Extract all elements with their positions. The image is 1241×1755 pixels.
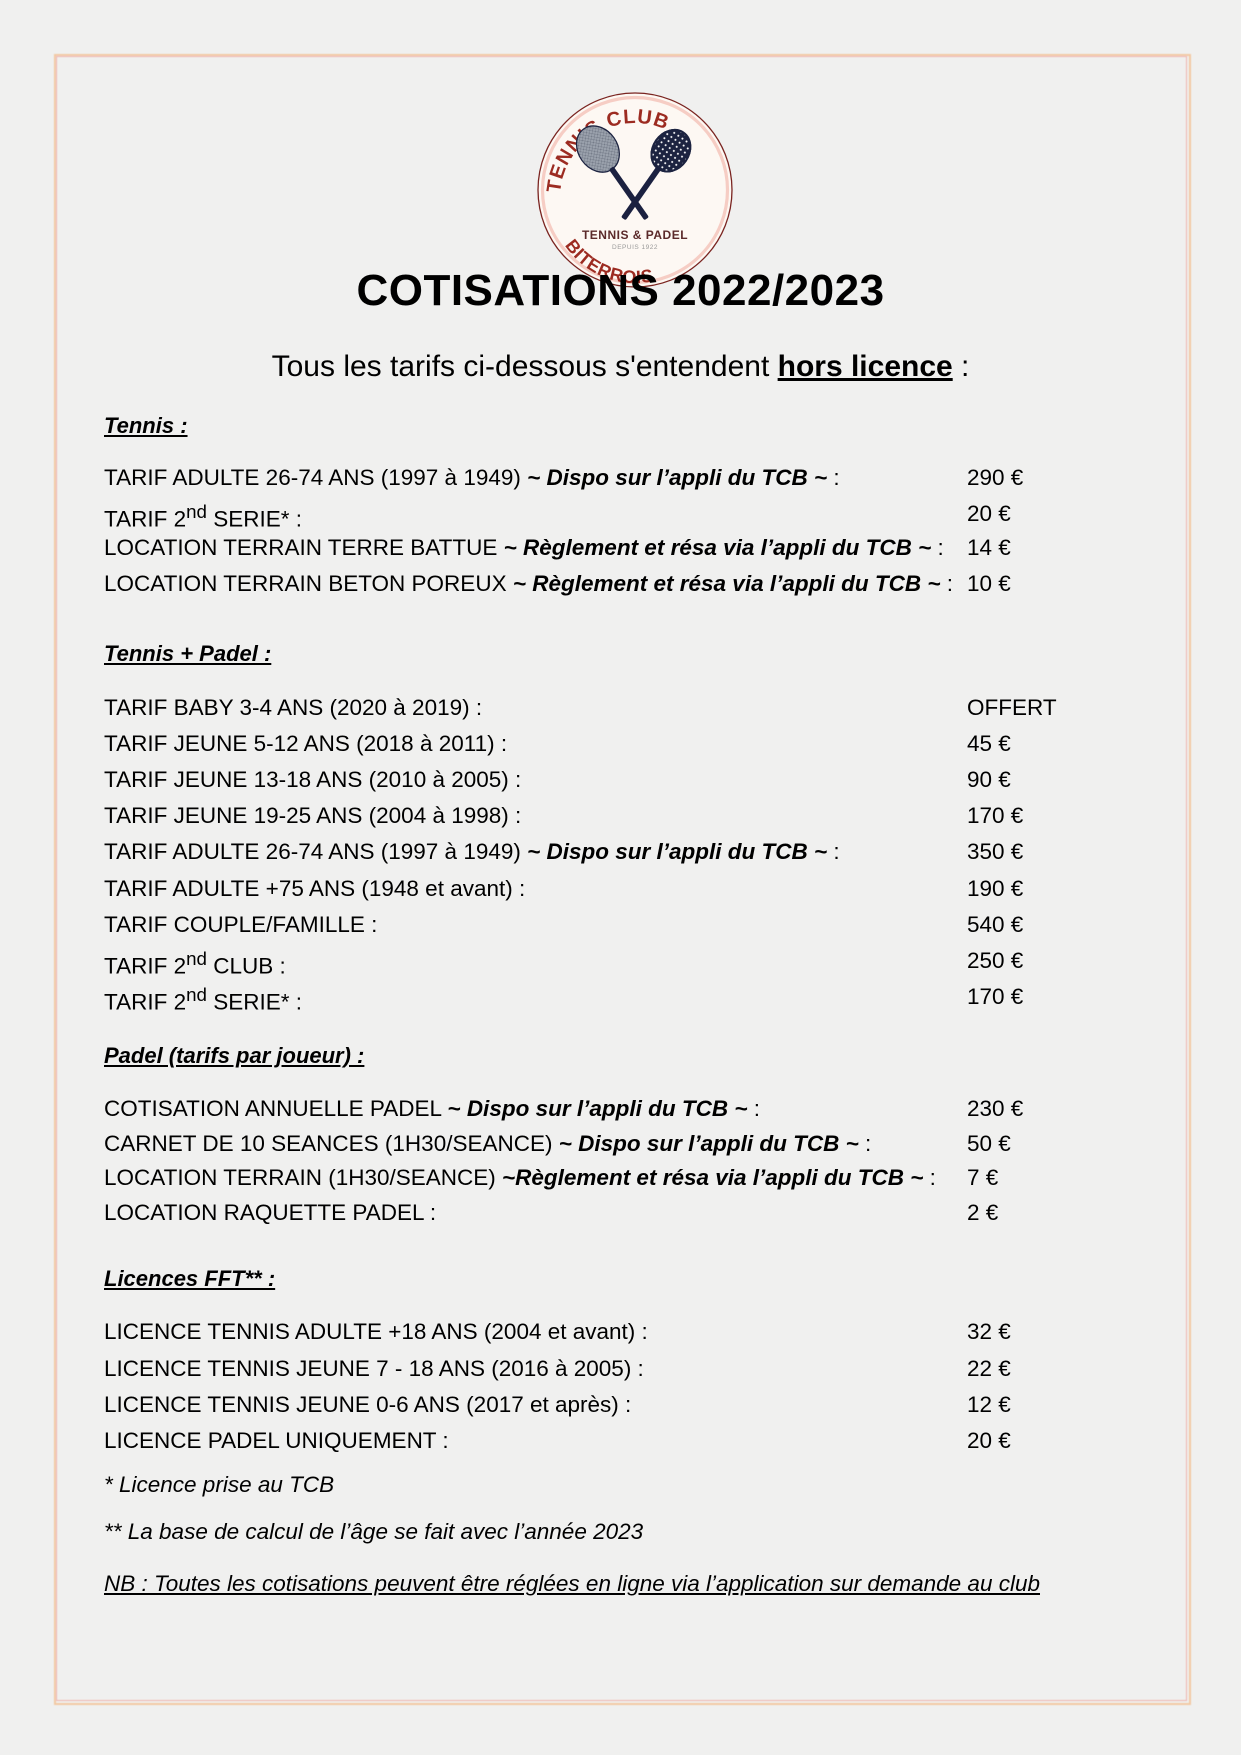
svg-text:TENNIS & PADEL: TENNIS & PADEL [582, 228, 688, 242]
svg-text:DEPUIS 1922: DEPUIS 1922 [612, 244, 658, 251]
